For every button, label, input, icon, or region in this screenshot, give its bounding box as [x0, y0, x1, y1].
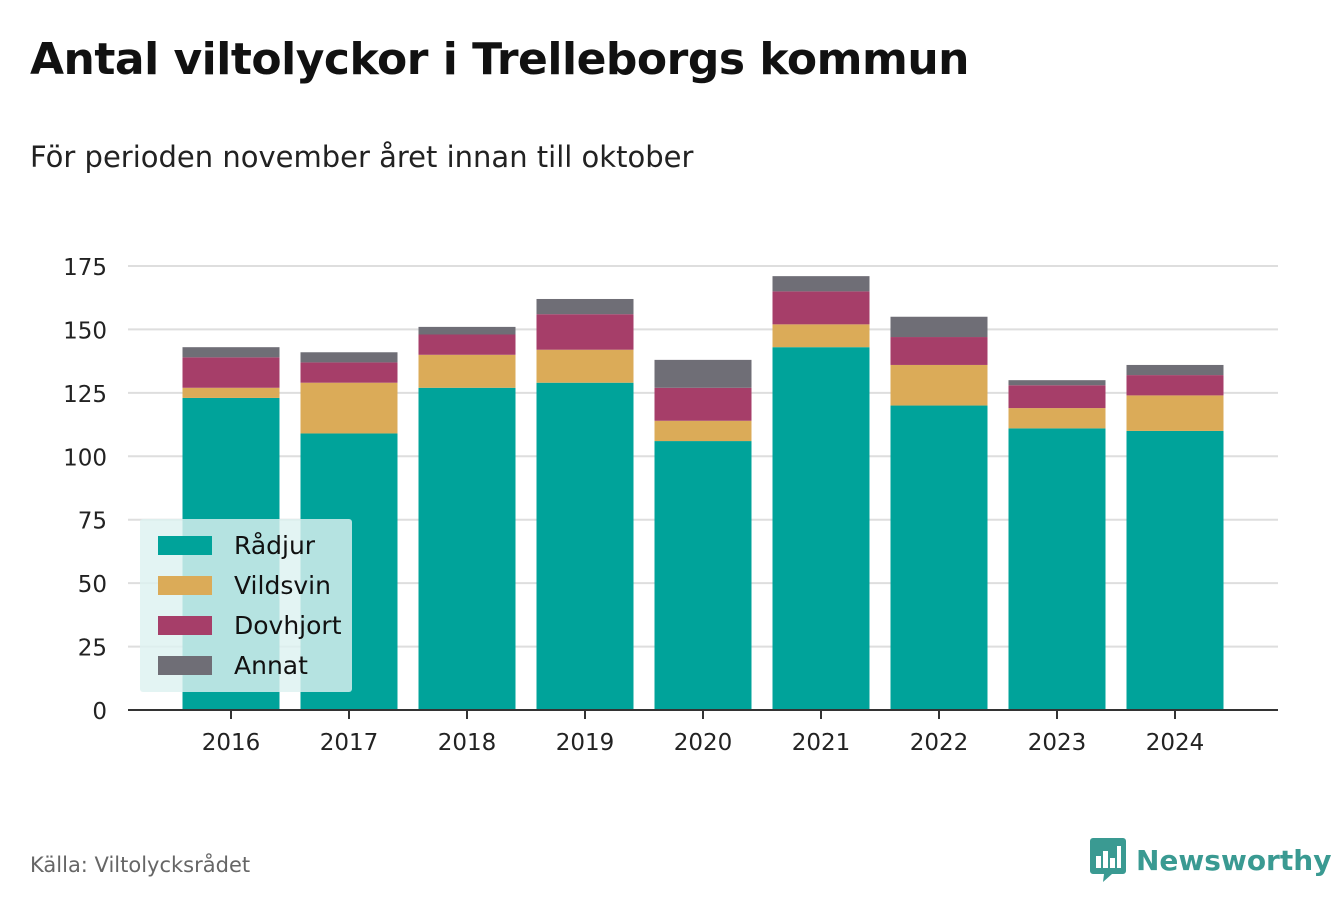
- x-tick-label-2020: 2020: [674, 730, 733, 756]
- bar-stack-2020: [654, 359, 752, 710]
- bar-segment-radjur-2024: [1126, 430, 1224, 710]
- legend-item-annat: Annat: [158, 650, 308, 680]
- y-tick-label: 25: [78, 636, 107, 662]
- bar-segment-annat-2022: [890, 316, 988, 338]
- legend-item-radjur: Rådjur: [158, 530, 316, 560]
- x-tick-label-2023: 2023: [1028, 730, 1087, 756]
- y-tick-label: 175: [63, 255, 107, 281]
- y-tick-label: 50: [78, 572, 107, 598]
- bar-segment-vildsvin-2018: [418, 354, 516, 388]
- x-tick-label-2017: 2017: [320, 730, 379, 756]
- bar-segment-vildsvin-2024: [1126, 395, 1224, 431]
- legend-label-annat: Annat: [234, 650, 308, 680]
- bar-segment-vildsvin-2022: [890, 364, 988, 406]
- bar-segment-dovhjort-2023: [1008, 385, 1106, 409]
- bar-segment-radjur-2023: [1008, 428, 1106, 710]
- bar-segment-annat-2024: [1126, 364, 1224, 376]
- legend: Rådjur Vildsvin Dovhjort Annat: [140, 519, 352, 692]
- legend-item-vildsvin: Vildsvin: [158, 570, 331, 600]
- legend-label-vildsvin: Vildsvin: [234, 570, 331, 600]
- bar-segment-vildsvin-2016: [182, 387, 280, 398]
- bar-segment-vildsvin-2020: [654, 420, 752, 442]
- bar-stack-2021: [772, 276, 870, 710]
- bar-segment-annat-2020: [654, 359, 752, 388]
- bar-stack-2023: [1008, 380, 1106, 710]
- x-tick-label-2021: 2021: [792, 730, 851, 756]
- brand-logo: Newsworthy: [1090, 838, 1331, 882]
- x-tick-label-2019: 2019: [556, 730, 615, 756]
- brand-name: Newsworthy: [1136, 843, 1332, 877]
- y-tick-label: 125: [63, 382, 107, 408]
- source-note: Källa: Viltolycksrådet: [30, 853, 251, 877]
- bar-segment-dovhjort-2017: [300, 362, 398, 383]
- bar-segment-radjur-2018: [418, 387, 516, 710]
- bar-stack-2024: [1126, 364, 1224, 710]
- x-tick-label-2022: 2022: [910, 730, 969, 756]
- bar-segment-dovhjort-2022: [890, 337, 988, 365]
- legend-swatch-vildsvin: [158, 575, 212, 595]
- bar-segment-vildsvin-2021: [772, 324, 870, 348]
- x-tick-label-2024: 2024: [1146, 730, 1205, 756]
- bar-segment-radjur-2020: [654, 441, 752, 710]
- bar-segment-vildsvin-2019: [536, 349, 634, 383]
- bar-segment-annat-2021: [772, 276, 870, 292]
- y-axis: 0 25 50 75 100 125 150 175: [63, 255, 107, 725]
- bar-segment-radjur-2019: [536, 382, 634, 710]
- bar-segment-annat-2018: [418, 326, 516, 335]
- x-axis: 2016 2017 2018 2019 2020 2021 2022 2023 2024: [128, 709, 1278, 756]
- bar-segment-dovhjort-2021: [772, 291, 870, 325]
- bar-segment-vildsvin-2017: [300, 382, 398, 434]
- x-tick-label-2018: 2018: [438, 730, 497, 756]
- bar-chart-speech-bubble-icon: [1090, 838, 1126, 882]
- y-tick-label: 0: [92, 699, 107, 725]
- legend-swatch-dovhjort: [158, 615, 212, 635]
- bar-segment-dovhjort-2024: [1126, 375, 1224, 396]
- chart-subtitle: För perioden november året innan till ok…: [30, 140, 694, 174]
- y-tick-label: 75: [78, 509, 107, 535]
- bar-segment-radjur-2022: [890, 405, 988, 710]
- x-tick-label-2016: 2016: [202, 730, 261, 756]
- legend-swatch-radjur: [158, 535, 212, 555]
- bar-segment-annat-2016: [182, 347, 280, 358]
- y-tick-label: 150: [63, 318, 107, 344]
- bar-segment-dovhjort-2019: [536, 314, 634, 350]
- bar-stack-2019: [536, 298, 634, 710]
- legend-label-dovhjort: Dovhjort: [234, 610, 342, 640]
- legend-label-radjur: Rådjur: [234, 530, 316, 560]
- legend-swatch-annat: [158, 655, 212, 675]
- bar-segment-annat-2023: [1008, 380, 1106, 386]
- bar-stack-2022: [890, 316, 988, 710]
- bar-segment-vildsvin-2023: [1008, 408, 1106, 429]
- chart-title: Antal viltolyckor i Trelleborgs kommun: [30, 34, 970, 85]
- bar-segment-dovhjort-2016: [182, 357, 280, 388]
- bar-segment-annat-2019: [536, 298, 634, 315]
- bar-segment-dovhjort-2020: [654, 387, 752, 421]
- bar-segment-dovhjort-2018: [418, 334, 516, 355]
- bar-segment-annat-2017: [300, 352, 398, 363]
- legend-item-dovhjort: Dovhjort: [158, 610, 342, 640]
- y-tick-label: 100: [63, 445, 107, 471]
- bar-stack-2018: [418, 326, 516, 710]
- bar-segment-radjur-2021: [772, 347, 870, 710]
